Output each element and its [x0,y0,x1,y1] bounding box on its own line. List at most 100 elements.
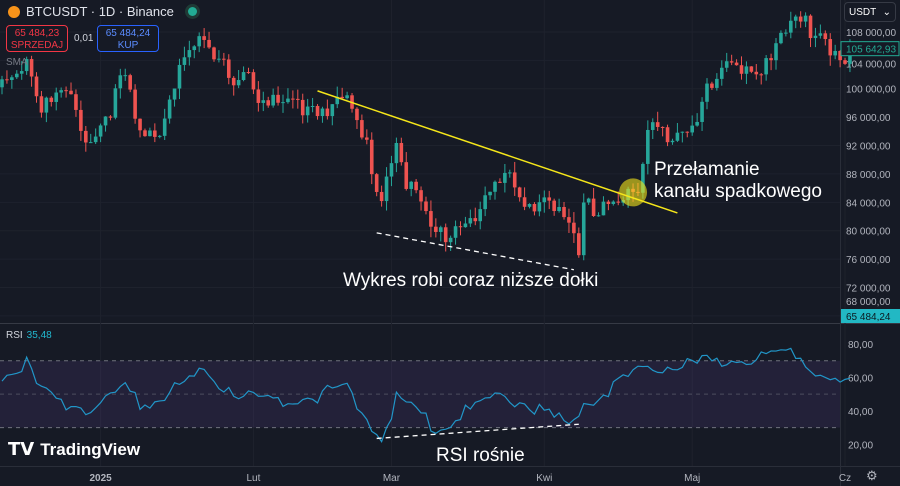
candle-body [399,142,404,163]
time-axis-label: Cz [839,473,851,484]
candle-body [690,125,694,133]
candle-body [177,64,182,89]
candle-body [710,83,714,88]
candle-body [365,137,369,140]
candle-body [769,58,773,61]
candle-body [478,209,483,222]
rsi-higher-lows-line [376,423,579,440]
candle-body [330,104,335,117]
candle-body [646,129,650,164]
candle-body [167,99,172,119]
candle-body [463,223,468,228]
candle-body [305,106,310,116]
candle-body [10,77,14,80]
candle-body [44,97,49,113]
last-price-badge [840,41,900,57]
candle-body [286,98,290,103]
rsi-axis-label: 40,00 [848,407,873,418]
candle-body [493,181,497,192]
candle-body [779,32,783,44]
candle-body [438,227,443,232]
price-axis-label: 108 000,00 [846,28,896,39]
candle-body [414,181,418,191]
candle-body [64,90,68,92]
candle-body [108,116,113,118]
candle-body [700,101,704,122]
candle-body [537,202,542,212]
candle-body [153,130,157,137]
candle-body [84,130,88,143]
candle-body [241,72,246,81]
candle-body [429,211,433,227]
candle-body [246,72,251,74]
candle-body [251,72,256,90]
candle-body [552,200,556,212]
sell-button[interactable]: 65 484,23 SPRZEDAJ [6,25,68,52]
price-axis-label: 68 000,00 [846,297,891,308]
candle-body [596,215,601,217]
rsi-axis-label: 20,00 [848,440,873,451]
candle-body [300,99,305,116]
candle-body [527,203,532,207]
settings-icon[interactable]: ⚙ [866,468,878,483]
time-axis-label: Lut [246,473,260,484]
rsi-label: RSI [6,330,23,341]
candle-body [325,108,330,117]
buy-label: KUP [117,40,139,51]
candle-body [93,136,98,143]
candle-body [291,98,295,100]
candle-body [148,130,152,137]
candle-body [675,132,680,141]
bid-price-badge [841,309,900,323]
rsi-legend[interactable]: RSI 35,48 [6,330,52,341]
candle-body [719,67,724,79]
candle-body [335,96,340,105]
candle-body [838,50,842,61]
candle-body [389,163,394,177]
candle-body [133,89,137,119]
candle-body [222,58,226,60]
candle-body [192,46,197,51]
sma-indicator-label[interactable]: SMA [6,57,28,68]
candle-body [69,90,73,95]
price-axis-label: 96 000,00 [846,113,891,124]
candle-body [88,142,93,144]
tradingview-logo[interactable]: 𝗧𝗩 TradingView [8,439,140,460]
rsi-axis-label: 60,00 [848,373,873,384]
last-price-label: 105 642,93 [846,45,896,56]
candle-body [320,108,325,117]
candle-body [443,227,448,243]
currency-select[interactable]: USDT ⌄ [844,2,896,22]
candle-body [517,187,522,198]
candle-body [24,59,29,72]
candle-body [14,73,19,78]
buy-button[interactable]: 65 484,24 KUP [97,25,159,52]
candle-body [512,172,517,188]
symbol-title[interactable]: BTCUSDT · 1D · Binance [8,4,197,19]
candle-body [39,96,44,113]
candle-body [507,172,512,174]
logo-text: TradingView [40,439,141,459]
candle-body [695,121,699,126]
price-axis-label: 100 000,00 [846,85,896,96]
candle-body [655,122,660,127]
candle-body [128,75,132,90]
candle-body [118,75,123,89]
candle-body [296,98,300,100]
candle-body [172,88,177,100]
rsi-value: 35,48 [26,330,52,341]
candle-body [197,36,201,47]
time-axis-label: Maj [684,473,700,484]
breakout-line-1: Przełamanie [654,159,760,180]
candle-body [798,16,803,22]
candle-body [789,20,793,33]
candle-body [424,201,428,212]
candle-body [813,35,818,39]
candle-body [616,201,621,203]
candle-body [586,198,591,203]
candle-body [522,197,527,207]
candle-body [29,59,34,77]
candle-body [276,94,280,103]
candle-body [310,105,315,107]
